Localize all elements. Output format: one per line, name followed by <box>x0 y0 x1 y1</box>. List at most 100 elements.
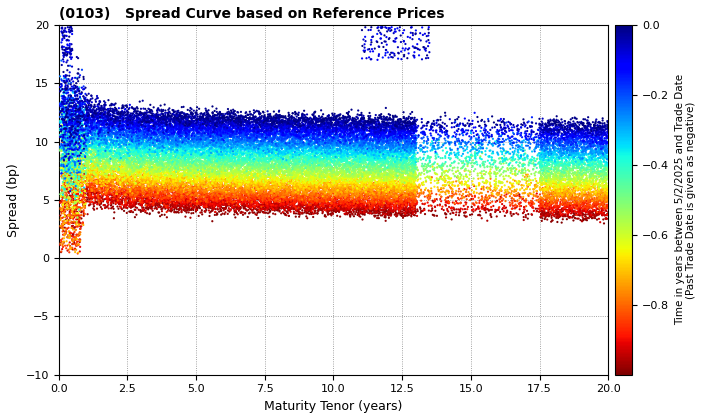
Point <box>351 123 362 130</box>
Point <box>91 186 102 192</box>
Point <box>312 126 323 133</box>
Point <box>133 164 145 171</box>
Point <box>324 197 336 203</box>
Point <box>508 129 519 136</box>
Point <box>315 189 326 196</box>
Point <box>150 124 162 131</box>
Point <box>128 123 140 130</box>
Point <box>367 142 379 149</box>
Point <box>238 119 250 126</box>
Point <box>179 115 191 121</box>
Point <box>305 125 317 132</box>
Point <box>221 145 233 152</box>
Point <box>107 190 118 197</box>
Point <box>323 178 334 184</box>
Point <box>219 165 230 172</box>
Point <box>168 147 179 154</box>
Point <box>84 136 96 142</box>
Point <box>361 127 373 134</box>
Point <box>252 166 264 173</box>
Point <box>591 202 603 209</box>
Point <box>400 185 411 192</box>
Point <box>331 134 343 140</box>
Point <box>539 186 551 193</box>
Point <box>173 166 184 173</box>
Point <box>55 109 66 116</box>
Point <box>212 149 223 156</box>
Point <box>318 189 329 195</box>
Point <box>271 118 282 125</box>
Point <box>394 185 405 192</box>
Point <box>274 181 285 188</box>
Point <box>474 205 485 212</box>
Point <box>156 205 168 212</box>
Point <box>118 121 130 128</box>
Point <box>330 191 342 198</box>
Point <box>402 207 413 213</box>
Point <box>476 142 487 148</box>
Point <box>395 145 406 152</box>
Point <box>153 118 165 125</box>
Point <box>325 163 337 170</box>
Point <box>291 184 302 191</box>
Point <box>540 152 552 159</box>
Point <box>291 185 302 192</box>
Point <box>519 147 531 154</box>
Point <box>582 139 593 145</box>
Point <box>261 177 273 184</box>
Point <box>556 150 567 157</box>
Point <box>266 184 277 191</box>
Point <box>338 178 349 185</box>
Point <box>158 126 169 133</box>
Point <box>220 170 231 176</box>
Point <box>602 198 613 205</box>
Point <box>149 189 161 196</box>
Point <box>256 176 267 182</box>
Point <box>140 109 152 116</box>
Point <box>58 166 70 173</box>
Point <box>436 123 448 130</box>
Point <box>398 163 410 169</box>
Point <box>147 178 158 185</box>
Point <box>559 198 571 205</box>
Point <box>499 125 510 132</box>
Point <box>66 26 78 32</box>
Point <box>436 123 447 129</box>
Point <box>271 197 282 204</box>
Point <box>292 189 303 195</box>
Point <box>262 156 274 163</box>
Point <box>357 180 369 186</box>
Point <box>537 122 549 129</box>
Point <box>302 144 313 150</box>
Point <box>75 137 86 144</box>
Point <box>151 121 163 127</box>
Point <box>227 181 238 187</box>
Point <box>114 126 125 132</box>
Point <box>435 163 446 170</box>
Point <box>137 125 148 131</box>
Point <box>261 199 272 206</box>
Point <box>176 184 187 191</box>
Point <box>68 247 80 253</box>
Point <box>176 187 188 194</box>
Point <box>309 158 320 165</box>
Point <box>181 198 192 205</box>
Point <box>88 110 99 116</box>
Point <box>175 192 186 198</box>
Point <box>66 123 78 130</box>
Point <box>316 172 328 178</box>
Point <box>277 136 289 143</box>
Point <box>212 196 224 202</box>
Point <box>183 155 194 161</box>
Point <box>130 120 141 127</box>
Point <box>394 210 405 217</box>
Point <box>307 134 319 141</box>
Point <box>404 138 415 145</box>
Point <box>399 130 410 137</box>
Point <box>229 152 240 159</box>
Point <box>338 134 350 141</box>
Point <box>253 110 265 116</box>
Point <box>94 161 106 168</box>
Point <box>224 125 235 132</box>
Point <box>154 121 166 128</box>
